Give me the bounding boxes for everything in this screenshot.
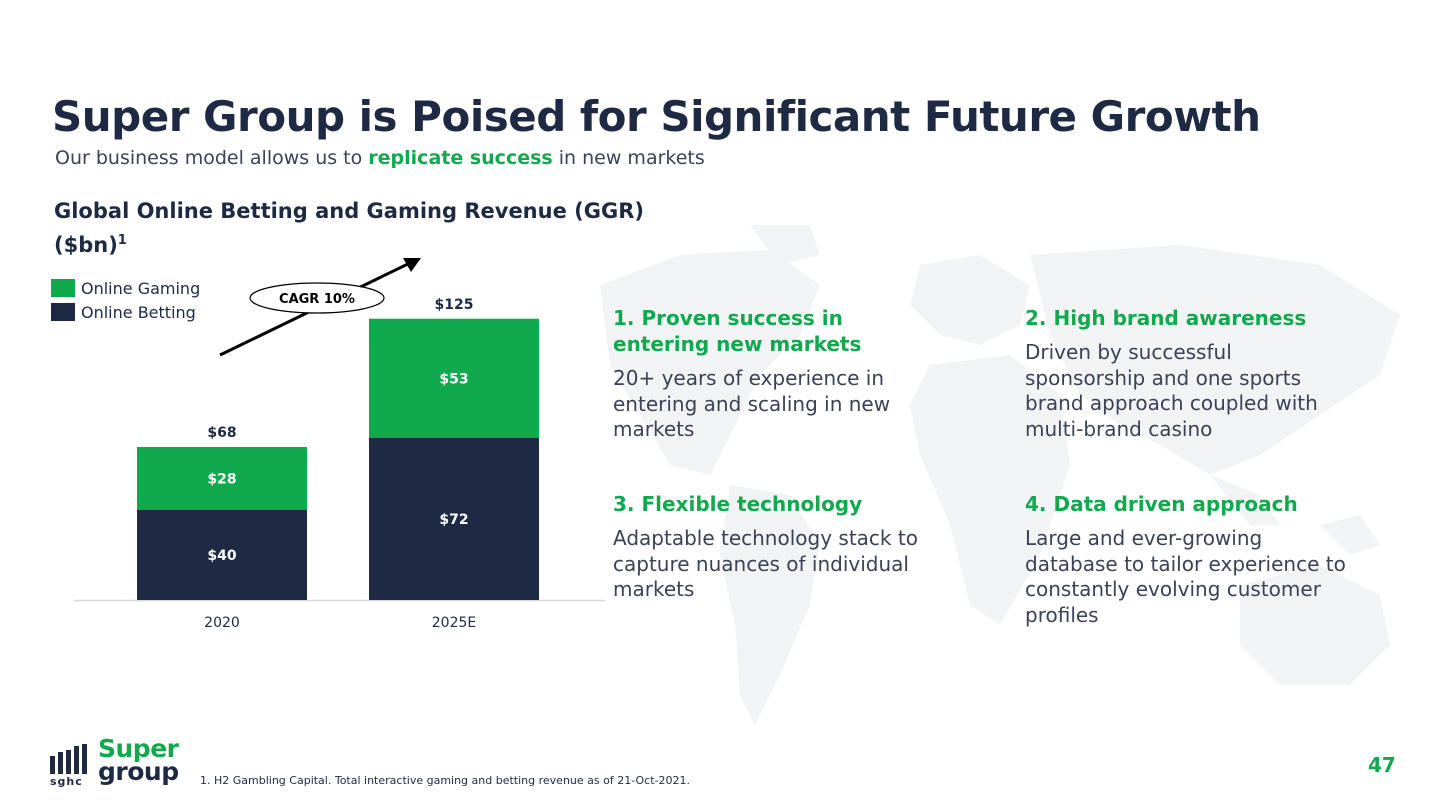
cagr-ellipse <box>249 282 385 314</box>
cagr-label: CAGR 10% <box>279 292 355 307</box>
world-map-background <box>600 225 1400 725</box>
legend-label-betting: Online Betting <box>81 302 196 322</box>
feature-1-heading: 1. Proven success in entering new market… <box>613 306 862 356</box>
bar-2020-online-gaming <box>137 447 307 510</box>
cagr-arrow-head-icon <box>403 258 421 272</box>
page-subtitle: Our business model allows us to replicat… <box>55 147 705 169</box>
footnote: 1. H2 Gambling Capital. Total interactiv… <box>200 774 690 787</box>
data-label: $40 <box>207 548 236 564</box>
super-group-logo: sghc Super group <box>50 734 190 790</box>
feature-1: 1. Proven success in entering new market… <box>613 305 943 443</box>
data-label: $53 <box>439 371 468 387</box>
feature-2: 2. High brand awareness Driven by succes… <box>1025 305 1355 442</box>
legend-item-betting: Online Betting <box>51 300 200 324</box>
legend-swatch-gaming <box>51 279 75 297</box>
logo-word-group: group <box>98 757 179 786</box>
page-title: Super Group is Poised for Significant Fu… <box>52 92 1261 141</box>
feature-4-heading: 4. Data driven approach <box>1025 492 1298 516</box>
chart-legend: Online Gaming Online Betting <box>51 276 200 324</box>
bar-2025e-online-betting <box>369 438 539 600</box>
subtitle-highlight: replicate success <box>368 147 553 169</box>
feature-2-body: Driven by successful sponsorship and one… <box>1025 340 1318 441</box>
feature-3-heading: 3. Flexible technology <box>613 492 863 516</box>
page-number: 47 <box>1368 753 1396 777</box>
logo-word-super: Super <box>98 734 179 763</box>
feature-4-body: Large and ever-growing database to tailo… <box>1025 526 1346 627</box>
bar-2025e-online-gaming <box>369 318 539 438</box>
feature-2-heading: 2. High brand awareness <box>1025 306 1307 330</box>
x-tick-label: 2025E <box>432 615 476 631</box>
footnote-marker: 1 <box>117 233 127 248</box>
feature-3: 3. Flexible technology Adaptable technol… <box>613 491 943 603</box>
data-label: $28 <box>207 472 236 488</box>
chart-title: Global Online Betting and Gaming Revenue… <box>54 199 644 257</box>
total-label: $68 <box>207 425 236 441</box>
logo-bars-icon <box>50 744 87 774</box>
logo-sghc-text: sghc <box>50 775 83 788</box>
data-label: $72 <box>439 512 468 528</box>
feature-3-body: Adaptable technology stack to capture nu… <box>613 526 918 601</box>
x-tick-label: 2020 <box>204 615 240 631</box>
feature-1-body: 20+ years of experience in entering and … <box>613 366 891 441</box>
legend-item-gaming: Online Gaming <box>51 276 200 300</box>
feature-4: 4. Data driven approach Large and ever-g… <box>1025 491 1355 628</box>
bar-2020-online-betting <box>137 510 307 600</box>
total-label: $125 <box>435 297 474 313</box>
legend-label-gaming: Online Gaming <box>81 278 201 298</box>
revenue-bar-chart: $40 $28 $68 2020 $72 $53 $125 2025E CAGR 10% <box>74 258 605 631</box>
legend-swatch-betting <box>51 303 75 321</box>
